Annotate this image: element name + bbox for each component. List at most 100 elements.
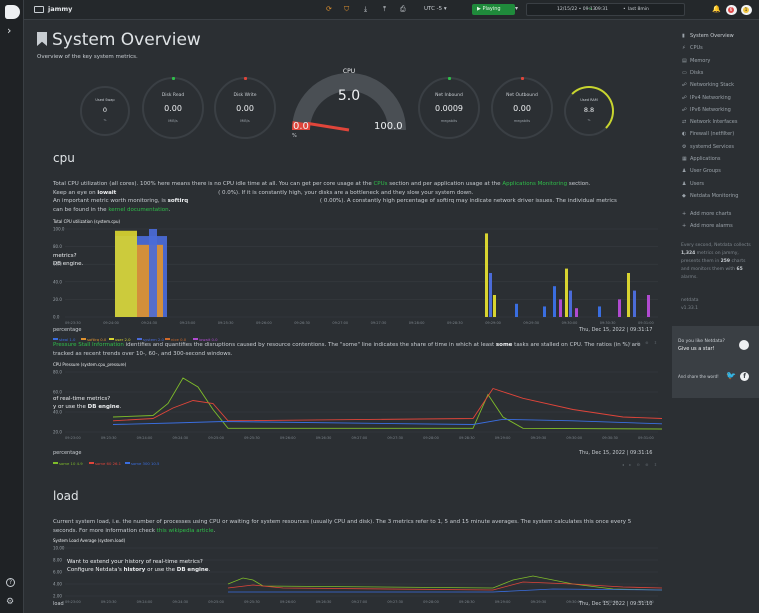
bell-icon[interactable]: 🔔 (712, 5, 721, 13)
applications-monitoring-link[interactable]: Applications Monitoring (502, 181, 568, 187)
sidebar-item-label: Users (690, 180, 705, 187)
kernel-documentation-link[interactable]: kernel documentation (108, 206, 169, 213)
github-star-link[interactable]: Give us a star! (678, 346, 715, 352)
add-more-charts-link[interactable]: + Add more charts (682, 211, 731, 217)
refresh-icon[interactable]: ⟳ (326, 5, 332, 13)
add-more-alarms-link[interactable]: + Add more alarms (682, 223, 733, 229)
pressure-legend-time: Thu, Dec 15, 2022 | 09:31:16 (579, 450, 653, 456)
x-tick-label: 09:26:30 (294, 321, 310, 325)
sidebar-item-ipv6-networking[interactable]: ☍ IPv6 Networking (682, 107, 731, 113)
cpu-gauge[interactable]: CPU 5.0 0.0 100.0 % (289, 66, 409, 156)
x-tick-label: 09:30:00 (566, 436, 582, 440)
sidebar-item-ipv4-networking[interactable]: ☍ IPv4 Networking (682, 95, 731, 101)
download-icon[interactable]: ⤓ (364, 5, 368, 13)
gauge-unit: megabits (513, 119, 531, 123)
sidebar-item-user-groups[interactable]: ♟ User Groups (682, 168, 721, 174)
legend-swatch (53, 338, 58, 340)
some-term: some (495, 342, 513, 348)
cpus-link[interactable]: CPUs (373, 181, 388, 187)
text: Keep an eye on (53, 189, 96, 196)
sidebar-item-system-overview[interactable]: ▮ System Overview (682, 33, 734, 39)
time-last: last 8min (628, 7, 649, 12)
cpu-spike (543, 306, 546, 317)
ipv4-icon: ☍ (682, 94, 688, 101)
history-link[interactable]: history (123, 567, 146, 573)
cpu-chart[interactable]: 100.0 80.0 60.0 40.0 20.0 0.0 09:23:30 09:24:00… (53, 225, 662, 325)
legend-item-some-300[interactable]: some 300 10.5 (125, 461, 159, 466)
expand-chevron-icon[interactable]: › (7, 24, 12, 37)
overlay-text: Configure Netdata's (67, 567, 122, 573)
legend-label: system 2.0 (143, 337, 164, 342)
x-tick-label: 09:26:00 (280, 600, 296, 604)
legend-label: iowait 0.0 (199, 337, 218, 342)
x-tick-label: 09:26:30 (316, 436, 332, 440)
updates-badge[interactable]: 1 (741, 5, 752, 15)
legend-item-nice[interactable]: nice 0.0 (165, 337, 186, 342)
gauge-indicator (521, 77, 524, 80)
gauge-used-swap[interactable]: Used Swap 0 % (80, 86, 130, 136)
load-line-1m (227, 575, 662, 591)
legend-item-iowait[interactable]: iowait 0.0 (193, 337, 218, 342)
netdata-logo[interactable] (5, 5, 20, 19)
y-tick-label: 6.00 (53, 570, 62, 575)
sidebar-item-disks[interactable]: ▭ Disks (682, 70, 703, 76)
x-tick-label: 09:29:00 (495, 436, 511, 440)
pressure-chart-controls[interactable]: ◂ ▸ ⊖ ⊕ ⇕ (622, 462, 660, 467)
wikipedia-link[interactable]: this wikipedia article (156, 527, 214, 534)
github-icon[interactable] (739, 340, 749, 350)
load-description-line1: Current system load, i.e. the number of … (53, 519, 632, 525)
cpu-description-line3: An important metric worth monitoring, is… (53, 197, 661, 206)
cpu-spike (559, 299, 562, 317)
play-button[interactable]: ▶ Playing (472, 4, 515, 15)
overlay-text: or use the (147, 567, 175, 573)
legend-item-some-10[interactable]: some 10 4.9 (53, 461, 83, 466)
gauge-net-outbound[interactable]: Net Outbound 0.00 megabits (491, 77, 553, 139)
gauge-value: 0.00 (513, 104, 531, 113)
settings-gear-icon[interactable]: ⚙ (6, 597, 15, 607)
gauge-net-inbound[interactable]: Net Inbound 0.0009 megabits (418, 77, 480, 139)
sidebar-item-memory[interactable]: ▤ Memory (682, 58, 710, 64)
upload-icon[interactable]: ⤒ (383, 5, 387, 13)
legend-item-steal[interactable]: steal 1.0 (53, 337, 75, 342)
gauge-used-ram[interactable]: Used RAM 8.8 % (564, 86, 614, 136)
legend-item-user[interactable]: user 2.0 (109, 337, 131, 342)
play-options-chevron-icon[interactable]: ▾ (515, 5, 519, 12)
sidebar-item-network-interfaces[interactable]: ⇄ Network Interfaces (682, 119, 737, 125)
sidebar-item-cpus[interactable]: ⚡ CPUs (682, 45, 703, 51)
cpu-area-system (149, 229, 157, 317)
gauge-value: 0.0009 (435, 104, 463, 113)
time-window-picker[interactable]: 12/15/22 • 09:13 → 09:31 • last 8min (526, 3, 685, 16)
legend-item-softirq[interactable]: softirq 0.0 (81, 337, 106, 342)
timezone-selector[interactable]: UTC -5 ▾ (424, 6, 447, 12)
load-chart[interactable]: 10.00 8.00 6.00 4.00 2.00 09:23:00 09:23:30 09:… (53, 544, 662, 604)
print-icon[interactable]: ⎙ (400, 5, 406, 13)
legend-item-some-60[interactable]: some 60 26.1 (89, 461, 121, 466)
pressure-chart[interactable]: 80.0 60.0 40.0 20.0 09:23:00 09:23:30 09:24:00… (53, 368, 662, 440)
sidebar-item-applications[interactable]: ▦ Applications (682, 156, 721, 162)
alert-shield-icon[interactable]: ⛉ (344, 5, 350, 13)
sidebar-item-systemd-services[interactable]: ⚙ systemd Services (682, 144, 734, 150)
sidebar-item-netdata-monitoring[interactable]: ◆ Netdata Monitoring (682, 193, 738, 199)
help-icon[interactable]: ? (6, 578, 15, 587)
text: alarms. (681, 275, 698, 280)
cpu-chart-controls[interactable]: ◂ ▸ ⊖ ⊕ ⇕ (622, 340, 660, 345)
host-name[interactable]: jammy (48, 5, 73, 13)
y-tick-label: 80.0 (53, 244, 62, 249)
y-tick-label: 20.0 (53, 297, 62, 302)
gauge-disk-write[interactable]: Disk Write 0.00 MiB/s (214, 77, 276, 139)
db-engine-link[interactable]: DB engine (87, 404, 120, 410)
sidebar-item-firewall-netfilter[interactable]: ◐ Firewall (netfilter) (682, 131, 734, 137)
left-rail: › ? ⚙ (0, 0, 24, 613)
psi-link[interactable]: Pressure Stall Information (53, 342, 124, 348)
legend-label: steal 1.0 (59, 337, 76, 342)
legend-swatch (89, 462, 94, 464)
db-engine-link[interactable]: DB engine (176, 567, 209, 573)
legend-item-system[interactable]: system 2.0 (137, 337, 164, 342)
sidebar-item-networking-stack[interactable]: ☍ Networking Stack (682, 82, 734, 88)
gauge-disk-read[interactable]: Disk Read 0.00 MiB/s (142, 77, 204, 139)
twitter-icon[interactable]: 🐦 (726, 371, 736, 380)
sidebar-item-users[interactable]: ♟ Users (682, 181, 704, 187)
gauge-indicator (244, 77, 247, 80)
alerts-badge[interactable]: 6 (726, 5, 737, 15)
facebook-icon[interactable]: f (740, 372, 749, 381)
